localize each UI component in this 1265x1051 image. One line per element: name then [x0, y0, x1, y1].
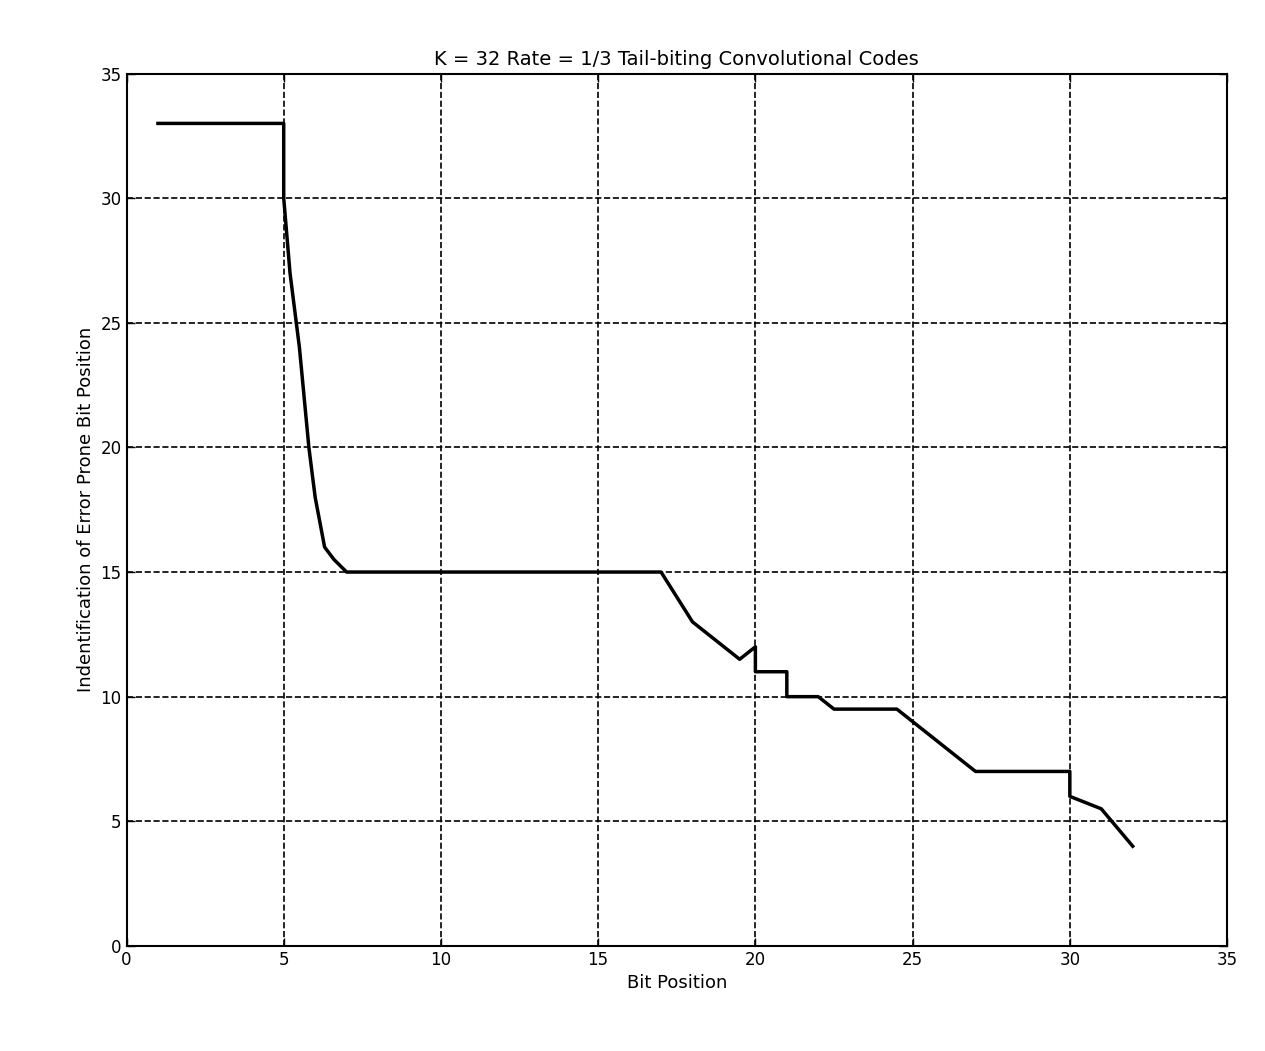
Y-axis label: Indentification of Error Prone Bit Position: Indentification of Error Prone Bit Posit… [77, 327, 95, 693]
X-axis label: Bit Position: Bit Position [626, 974, 727, 992]
Title: K = 32 Rate = 1/3 Tail-biting Convolutional Codes: K = 32 Rate = 1/3 Tail-biting Convolutio… [434, 50, 920, 69]
